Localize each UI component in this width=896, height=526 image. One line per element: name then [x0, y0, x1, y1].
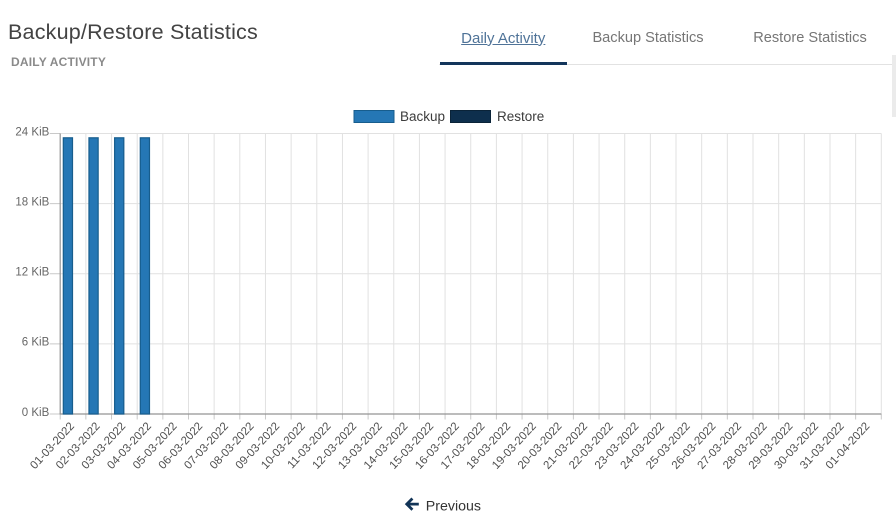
- svg-text:Previous: Previous: [426, 498, 481, 514]
- svg-text:6 KiB: 6 KiB: [22, 337, 50, 349]
- svg-text:Backup: Backup: [400, 109, 445, 124]
- svg-text:18 KiB: 18 KiB: [15, 196, 49, 208]
- svg-text:24 KiB: 24 KiB: [15, 126, 49, 138]
- svg-text:0 KiB: 0 KiB: [22, 407, 50, 419]
- svg-text:Restore: Restore: [497, 109, 544, 124]
- svg-text:12 KiB: 12 KiB: [15, 267, 49, 279]
